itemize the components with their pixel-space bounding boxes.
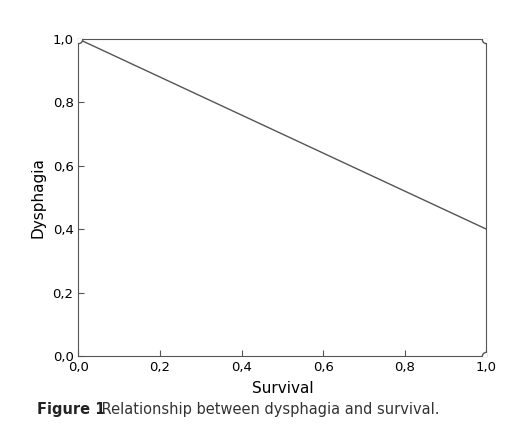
Text: Figure 1: Figure 1 — [37, 401, 105, 417]
X-axis label: Survival: Survival — [252, 381, 313, 396]
Y-axis label: Dysphagia: Dysphagia — [31, 157, 46, 238]
Text: Relationship between dysphagia and survival.: Relationship between dysphagia and survi… — [97, 401, 439, 417]
